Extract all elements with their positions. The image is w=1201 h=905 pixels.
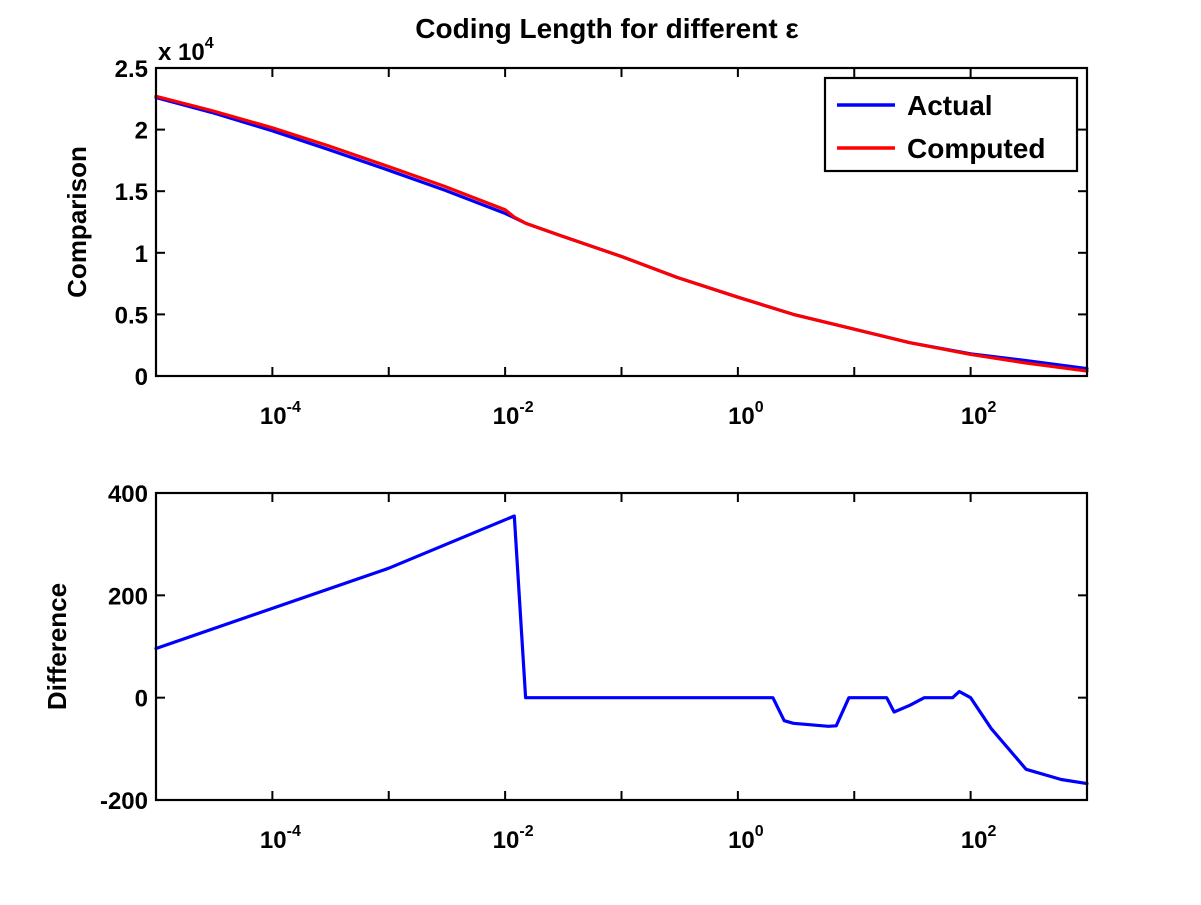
y-tick-label: 400 — [108, 481, 148, 508]
series-line-computed — [154, 94, 1089, 373]
y-tick-label: 1 — [135, 241, 148, 268]
x-tick-label: 102 — [961, 399, 997, 430]
y-tick-label: 0 — [135, 364, 148, 391]
x-tick-label: 10-2 — [493, 823, 534, 854]
y-tick-label: 1.5 — [115, 179, 148, 206]
y-axis-multiplier: x 104 — [158, 35, 214, 66]
chart-panel-2: 10-4 10-2 100 102 -200 0 200 400 Difference — [42, 481, 1089, 854]
x-tick-label: 102 — [961, 823, 997, 854]
legend-box — [823, 76, 1079, 173]
legend-label-actual: Actual — [907, 90, 993, 121]
y-axis-title: Difference — [42, 583, 72, 710]
chart-panel-1: 10-4 10-2 100 102 0 0.5 1 1.5 2 2.5 Comparison x 10… — [62, 35, 1089, 430]
chart-title: Coding Length for different ε — [415, 13, 798, 44]
x-tick-label: 100 — [728, 823, 764, 854]
x-tick-label: 10-2 — [493, 399, 534, 430]
y-tick-label: -200 — [100, 788, 148, 815]
y-tick-label: 200 — [108, 583, 148, 610]
axes-frame — [154, 491, 1089, 802]
y-tick-label: 2.5 — [115, 56, 148, 83]
y-tick-label: 0 — [135, 686, 148, 713]
x-tick-label: 100 — [728, 399, 764, 430]
legend-label-computed: Computed — [907, 133, 1045, 164]
y-tick-label: 2 — [135, 118, 148, 145]
x-tick-label: 10-4 — [260, 823, 301, 854]
legend: Actual Computed — [823, 76, 1079, 173]
y-tick-label: 0.5 — [115, 302, 148, 329]
series-line-difference — [154, 514, 1089, 786]
y-axis-title: Comparison — [62, 146, 92, 298]
x-tick-label: 10-4 — [260, 399, 301, 430]
